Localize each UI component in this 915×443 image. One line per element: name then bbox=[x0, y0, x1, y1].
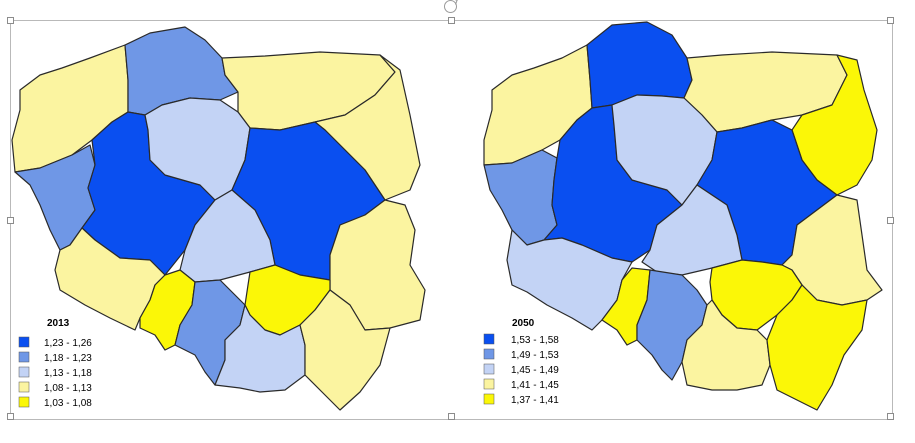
resize-handle-middle-left[interactable] bbox=[7, 217, 14, 224]
legend-label: 1,18 - 1,23 bbox=[44, 353, 92, 364]
legend-label: 1,41 - 1,45 bbox=[511, 380, 559, 391]
legend-2013: 1,23 - 1,26 1,18 - 1,23 1,13 - 1,18 1,08… bbox=[18, 336, 92, 409]
region-slaskie bbox=[636, 269, 708, 381]
legend-label: 1,45 - 1,49 bbox=[511, 365, 559, 376]
legend-swatch bbox=[483, 378, 495, 390]
legend-swatch bbox=[483, 333, 495, 345]
region-lodzkie bbox=[641, 184, 743, 276]
resize-handle-middle-right[interactable] bbox=[887, 217, 894, 224]
rotate-handle-icon[interactable] bbox=[444, 0, 457, 13]
region-lodzkie bbox=[179, 189, 276, 283]
resize-handle-bottom-right[interactable] bbox=[887, 413, 894, 420]
legend-title-2013: 2013 bbox=[47, 318, 70, 329]
selection-frame[interactable] bbox=[7, 17, 894, 420]
legend-label: 1,53 - 1,58 bbox=[511, 335, 559, 346]
region-podkarpackie bbox=[299, 289, 391, 411]
resize-handle-top-left[interactable] bbox=[7, 17, 14, 24]
resize-handle-top-right[interactable] bbox=[887, 17, 894, 24]
region-podkarpackie bbox=[766, 284, 868, 411]
legend-title-2050: 2050 bbox=[512, 318, 535, 329]
legend-swatch bbox=[483, 393, 495, 405]
legend-swatch bbox=[483, 363, 495, 375]
legend-swatch bbox=[18, 396, 30, 408]
region-malopolskie bbox=[214, 304, 306, 393]
legend-swatch bbox=[18, 351, 30, 363]
resize-handle-bottom-middle[interactable] bbox=[448, 413, 455, 420]
legend-swatch bbox=[18, 381, 30, 393]
resize-handle-bottom-left[interactable] bbox=[7, 413, 14, 420]
legend-swatch bbox=[483, 348, 495, 360]
legend-swatch bbox=[18, 366, 30, 378]
legend-label: 1,23 - 1,26 bbox=[44, 338, 92, 349]
legend-label: 1,08 - 1,13 bbox=[44, 383, 92, 394]
resize-handle-top-middle[interactable] bbox=[448, 17, 455, 24]
legend-label: 1,03 - 1,08 bbox=[44, 398, 92, 409]
legend-label: 1,37 - 1,41 bbox=[511, 395, 559, 406]
region-malopolskie bbox=[681, 299, 771, 391]
legend-label: 1,49 - 1,53 bbox=[511, 350, 559, 361]
legend-swatch bbox=[18, 336, 30, 348]
region-lubuskie bbox=[483, 149, 558, 246]
legend-label: 1,13 - 1,18 bbox=[44, 368, 92, 379]
legend-2050: 1,53 - 1,58 1,49 - 1,53 1,45 - 1,49 1,41… bbox=[483, 333, 559, 406]
